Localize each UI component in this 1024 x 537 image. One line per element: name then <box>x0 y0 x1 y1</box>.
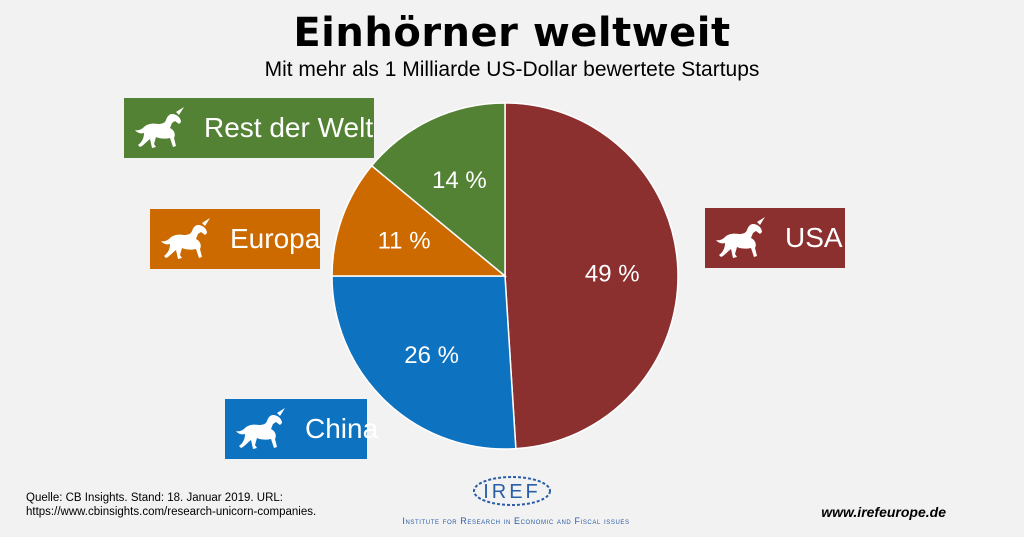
logo-tagline: Institute for Research in Economic and F… <box>402 516 630 526</box>
source-line-2: https://www.cbinsights.com/research-unic… <box>26 506 317 518</box>
iref-logo: IREF <box>473 476 551 506</box>
label-text: China <box>305 413 379 444</box>
label-text: Europa <box>230 223 321 254</box>
label-rest-der-welt: Rest der Welt <box>124 98 374 158</box>
unicorn-icon <box>236 408 285 449</box>
pie-value-labels: 49 % 26 % 11 % 14 % <box>378 167 640 369</box>
pie-slice-europa <box>331 164 508 277</box>
pie-value-label: 14 % <box>432 167 487 194</box>
source-note: Quelle: CB Insights. Stand: 18. Januar 2… <box>26 491 326 519</box>
label-usa: USA <box>705 208 845 268</box>
website-url[interactable]: www.irefeurope.de <box>821 504 946 520</box>
pie-slice-china <box>331 275 517 450</box>
label-china: China <box>225 399 378 459</box>
pie-value-label: 26 % <box>404 342 459 369</box>
chart-title: Einhörner weltweit <box>293 10 731 56</box>
unicorn-icon <box>135 107 184 148</box>
label-text: USA <box>785 222 843 253</box>
svg-text:IREF: IREF <box>483 481 541 503</box>
label-europa: Europa <box>150 209 320 269</box>
pie-slice-usa <box>504 102 679 450</box>
chart-subtitle: Mit mehr als 1 Milliarde US-Dollar bewer… <box>264 58 760 81</box>
pie-slice-rest-der-welt <box>370 102 506 278</box>
unicorn-icon <box>716 217 765 258</box>
pie-value-label: 11 % <box>378 228 431 255</box>
source-line-1: Quelle: CB Insights. Stand: 18. Januar 2… <box>26 492 283 504</box>
pie-value-label: 49 % <box>585 261 640 288</box>
unicorn-icon <box>161 218 210 259</box>
label-text: Rest der Welt <box>204 112 374 143</box>
pie-slices <box>331 102 679 450</box>
